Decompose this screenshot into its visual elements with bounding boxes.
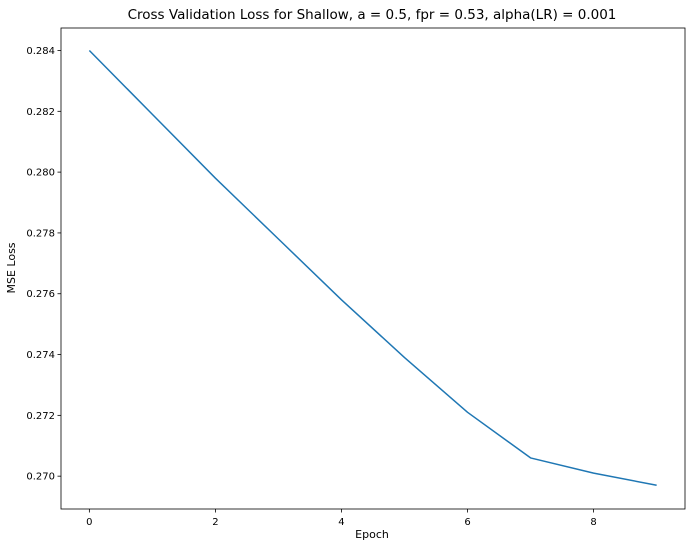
y-tick-label: 0.272 [26,411,55,422]
y-tick-label: 0.282 [26,107,55,118]
y-tick-label: 0.276 [26,289,55,300]
x-tick-label: 4 [338,517,344,528]
y-tick-label: 0.280 [26,168,55,179]
y-tick-label: 0.274 [26,350,55,361]
y-tick-label: 0.270 [26,472,55,483]
x-tick-label: 8 [590,517,596,528]
y-axis: 0.270 0.272 0.274 0.276 0.278 0.280 0.282 0.284 [26,46,61,483]
x-tick-label: 0 [86,517,92,528]
x-axis: 0 2 4 6 8 [86,509,597,528]
x-axis-label: Epoch [355,528,389,541]
y-tick-label: 0.278 [26,228,55,239]
series-line-0 [88,49,657,487]
x-tick-label: 6 [464,517,470,528]
chart-title: Cross Validation Loss for Shallow, a = 0… [128,7,617,23]
y-tick-label: 0.284 [26,46,55,57]
y-axis-label: MSE Loss [5,242,18,293]
x-tick-label: 2 [212,517,218,528]
plot-area [60,27,686,510]
plot-frame [60,27,686,510]
